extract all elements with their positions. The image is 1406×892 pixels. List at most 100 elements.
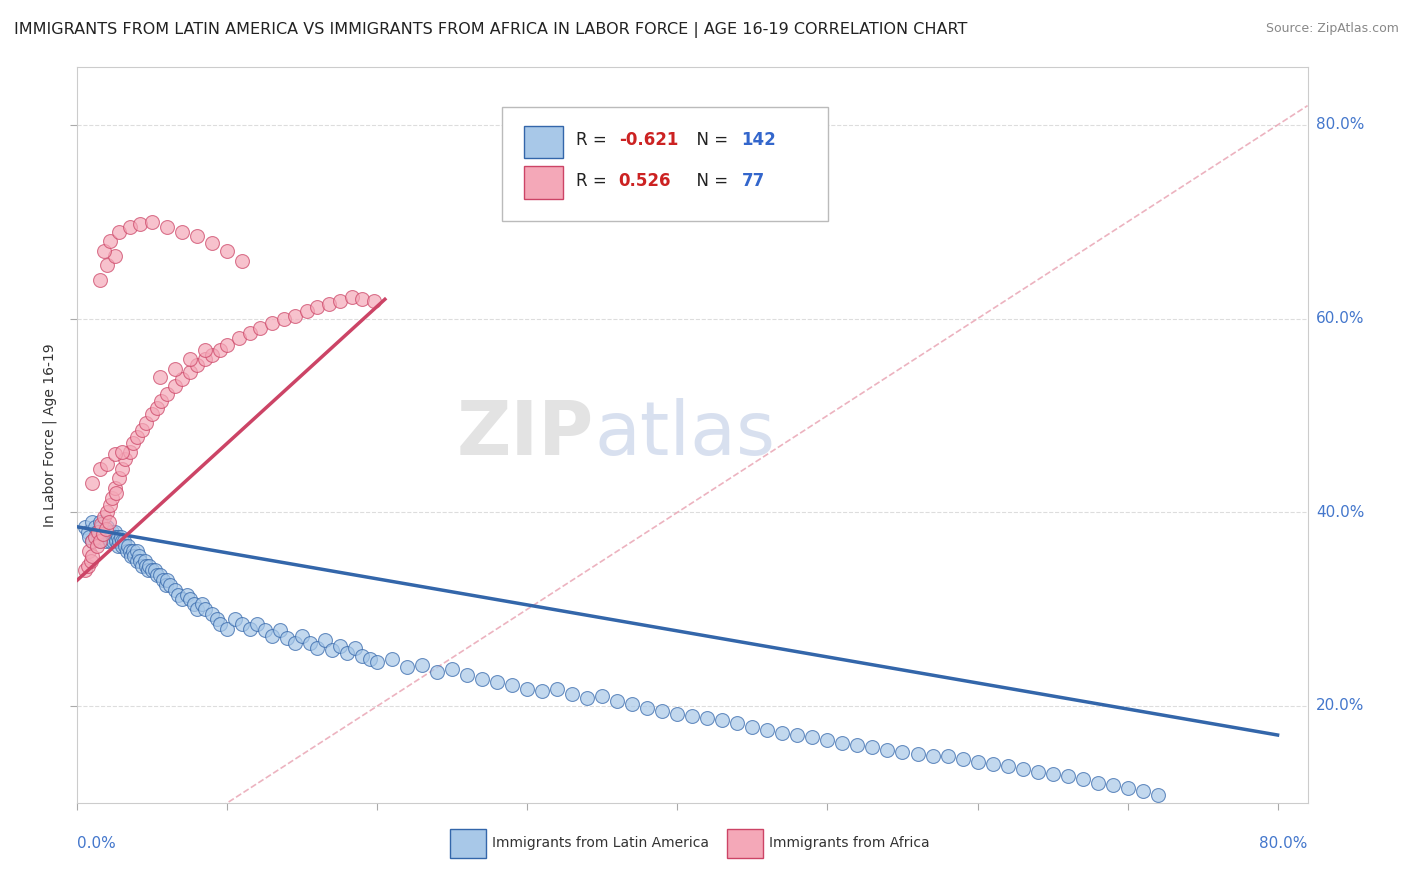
- Point: [73, 563, 96, 577]
- Point: [129, 217, 152, 231]
- Point: [329, 639, 352, 653]
- Point: [666, 706, 689, 721]
- Point: [111, 461, 134, 475]
- Point: [94, 534, 117, 549]
- Point: [546, 681, 568, 696]
- Point: [114, 539, 136, 553]
- Point: [111, 539, 134, 553]
- Point: [84, 520, 107, 534]
- Point: [966, 755, 988, 769]
- Point: [82, 549, 104, 563]
- Point: [1011, 762, 1033, 776]
- Point: [96, 457, 118, 471]
- Point: [98, 498, 121, 512]
- Point: [155, 578, 177, 592]
- Text: 20.0%: 20.0%: [1316, 698, 1364, 714]
- Point: [127, 554, 149, 568]
- Point: [149, 369, 172, 384]
- Point: [876, 742, 898, 756]
- Point: [97, 524, 120, 539]
- Point: [228, 331, 250, 345]
- Point: [94, 522, 117, 536]
- Point: [318, 297, 340, 311]
- Point: [314, 633, 336, 648]
- Point: [997, 759, 1019, 773]
- Point: [73, 520, 96, 534]
- Point: [89, 534, 111, 549]
- Point: [134, 554, 156, 568]
- Point: [194, 602, 217, 616]
- Point: [862, 739, 884, 754]
- Point: [786, 728, 808, 742]
- Point: [205, 612, 228, 626]
- Point: [1146, 788, 1168, 802]
- Text: R =: R =: [575, 131, 612, 150]
- Point: [128, 549, 150, 563]
- Point: [135, 416, 157, 430]
- Point: [118, 445, 141, 459]
- Point: [86, 539, 108, 553]
- Point: [456, 668, 478, 682]
- Text: 0.0%: 0.0%: [77, 836, 117, 851]
- Point: [120, 549, 142, 563]
- Point: [101, 491, 124, 505]
- Point: [90, 516, 112, 531]
- Point: [107, 539, 129, 553]
- Point: [307, 640, 329, 655]
- Point: [217, 244, 239, 258]
- Point: [651, 704, 673, 718]
- Point: [273, 311, 295, 326]
- Point: [696, 710, 718, 724]
- Point: [166, 588, 188, 602]
- Point: [239, 622, 262, 636]
- Point: [90, 520, 112, 534]
- Point: [111, 534, 134, 549]
- Point: [101, 524, 124, 539]
- Point: [194, 343, 217, 357]
- Point: [1101, 778, 1123, 792]
- FancyBboxPatch shape: [727, 830, 762, 858]
- Point: [1071, 772, 1094, 786]
- Text: 0.526: 0.526: [619, 172, 671, 190]
- Point: [87, 529, 110, 543]
- Point: [93, 244, 115, 258]
- Point: [531, 684, 554, 698]
- Point: [159, 578, 181, 592]
- Point: [98, 529, 121, 543]
- Point: [93, 510, 115, 524]
- Point: [115, 544, 138, 558]
- Point: [486, 674, 509, 689]
- Text: R =: R =: [575, 172, 612, 190]
- FancyBboxPatch shape: [524, 126, 564, 158]
- Point: [186, 229, 208, 244]
- Point: [471, 672, 494, 686]
- Text: N =: N =: [686, 131, 734, 150]
- Point: [129, 554, 152, 568]
- Point: [98, 534, 121, 549]
- FancyBboxPatch shape: [524, 166, 564, 199]
- Point: [110, 529, 132, 543]
- Point: [172, 592, 194, 607]
- Point: [831, 736, 853, 750]
- Point: [336, 646, 359, 660]
- Point: [1042, 766, 1064, 780]
- Point: [179, 365, 201, 379]
- Point: [352, 648, 374, 663]
- Point: [276, 631, 298, 645]
- Point: [636, 701, 658, 715]
- Point: [981, 757, 1004, 772]
- Point: [176, 588, 198, 602]
- Point: [1056, 769, 1078, 783]
- Point: [217, 338, 239, 352]
- Point: [1132, 784, 1154, 798]
- Text: 77: 77: [742, 172, 765, 190]
- Point: [89, 534, 111, 549]
- Point: [163, 582, 186, 597]
- Point: [246, 616, 269, 631]
- Point: [208, 616, 231, 631]
- Point: [817, 732, 839, 747]
- Point: [329, 294, 352, 309]
- Point: [298, 636, 321, 650]
- Point: [307, 300, 329, 314]
- Text: atlas: atlas: [595, 399, 775, 471]
